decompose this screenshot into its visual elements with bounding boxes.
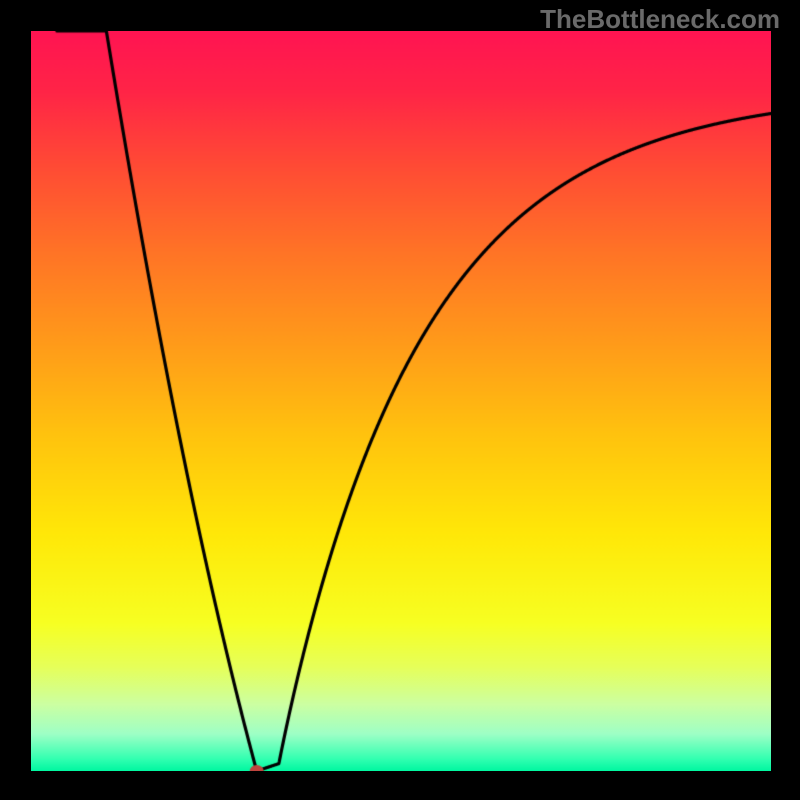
chart-frame [31,31,771,771]
bottleneck-curve-chart [31,31,771,771]
watermark-label: TheBottleneck.com [540,4,780,35]
